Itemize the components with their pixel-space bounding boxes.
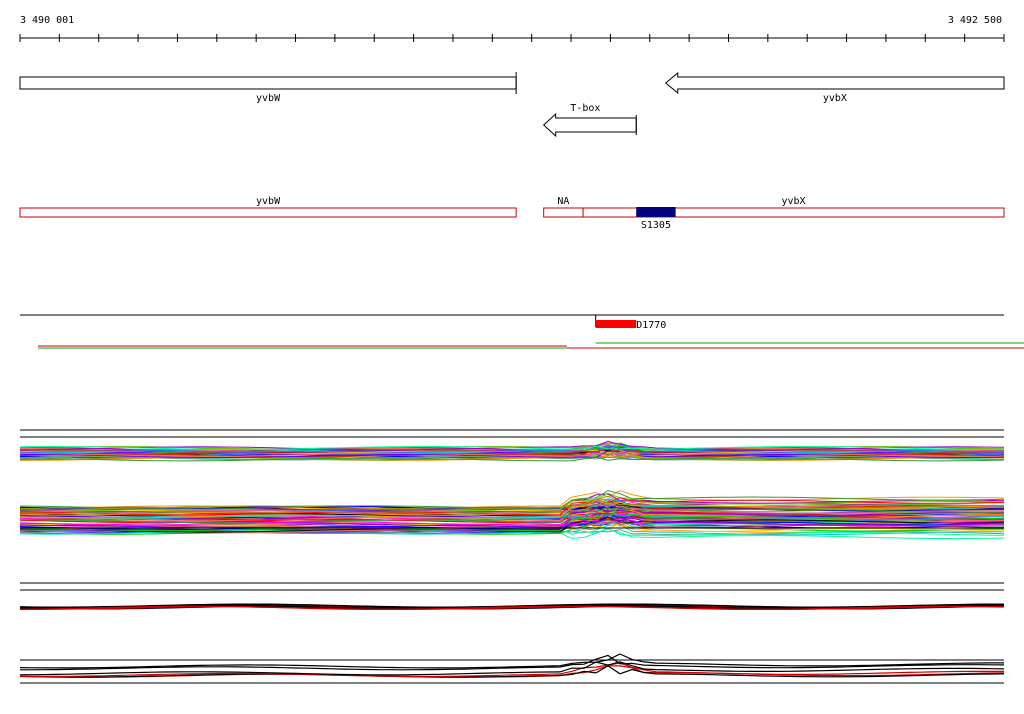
probe-d1770: D1770 — [38, 315, 1024, 349]
gene-yvbw: yvbW — [19, 72, 517, 104]
profile-curve — [19, 653, 1004, 669]
gene-t-box: T-box — [542, 103, 637, 138]
probe-track: D1770 — [20, 314, 1024, 349]
probe-box — [595, 320, 637, 328]
transcript-yvbw: yvbW — [19, 196, 517, 218]
gene-arrow — [664, 71, 1005, 95]
gene-label: yvbX — [823, 93, 847, 104]
profile-curve — [19, 662, 1004, 678]
profile-panel-1 — [19, 429, 1005, 540]
profile-curve — [19, 446, 1005, 454]
profile-curve — [20, 654, 1005, 671]
profile-panel-2 — [19, 582, 1005, 684]
probe-label: D1770 — [636, 320, 666, 331]
transcript-label: yvbX — [781, 196, 805, 207]
gene-arrow — [542, 112, 637, 138]
gene-body — [19, 76, 517, 90]
gene-track: yvbW yvbX T-box — [19, 71, 1005, 138]
profile-curve — [19, 451, 1005, 457]
profile-curve — [19, 504, 1004, 514]
profile-curve — [19, 448, 1004, 454]
transcript-na: NA — [543, 196, 584, 218]
profile-curve — [19, 455, 1005, 461]
profile-curve — [19, 445, 1004, 450]
profile-curve — [19, 605, 1005, 611]
gene-yvbx: yvbX — [664, 71, 1005, 104]
profile-curve — [19, 513, 1005, 532]
profile-curve — [19, 498, 1005, 510]
profile-curve — [19, 517, 1005, 527]
transcript-track: yvbW NA yvbX S1305 — [19, 196, 1005, 231]
profile-curve — [19, 498, 1005, 520]
transcript-label: NA — [557, 196, 569, 207]
panel-2-curves — [19, 603, 1005, 684]
expression-profiles — [19, 429, 1005, 684]
gene-label: yvbW — [256, 93, 281, 104]
segment-s1305: S1305 — [636, 207, 676, 231]
profile-curve — [19, 492, 1005, 513]
profile-curve — [19, 499, 1005, 511]
ruler-end-label: 3 492 500 — [948, 15, 1002, 26]
segment-label: S1305 — [641, 220, 671, 231]
segment-box — [636, 207, 676, 217]
profile-curve — [19, 661, 1005, 676]
ruler-start-label: 3 490 001 — [20, 15, 74, 26]
profile-curve — [19, 665, 1005, 678]
profile-curve — [19, 497, 1005, 516]
transcript-yvbx: yvbX — [582, 196, 1005, 218]
transcript-box — [543, 207, 584, 218]
panel-1-curves — [19, 440, 1005, 540]
transcript-box — [19, 207, 517, 218]
profile-curve — [19, 456, 1005, 462]
profile-curve — [19, 450, 1005, 459]
ruler-ticks — [19, 34, 1005, 42]
profile-curve — [19, 521, 1005, 535]
gene-label: T-box — [570, 103, 600, 114]
transcript-label: yvbW — [256, 196, 281, 207]
transcript-box — [582, 207, 1005, 218]
coordinate-ruler: 3 490 001 3 492 500 — [19, 15, 1005, 42]
